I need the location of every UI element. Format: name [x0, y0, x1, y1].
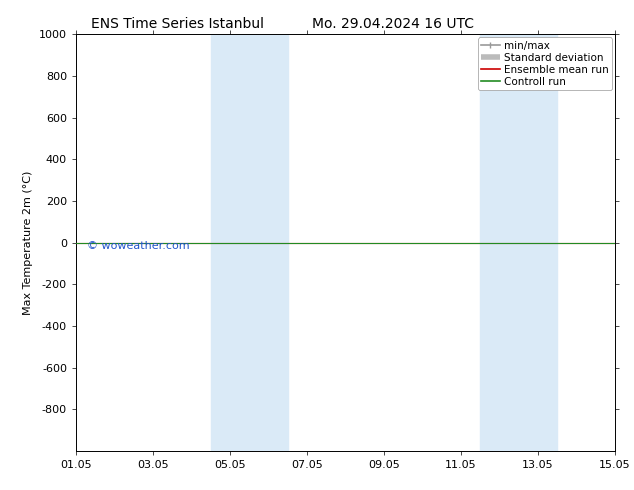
Text: Mo. 29.04.2024 16 UTC: Mo. 29.04.2024 16 UTC [312, 17, 474, 31]
Y-axis label: Max Temperature 2m (°C): Max Temperature 2m (°C) [23, 171, 34, 315]
Bar [210, 34, 288, 451]
Legend: min/max, Standard deviation, Ensemble mean run, Controll run: min/max, Standard deviation, Ensemble me… [478, 37, 612, 90]
Text: © woweather.com: © woweather.com [87, 241, 190, 251]
Text: ENS Time Series Istanbul: ENS Time Series Istanbul [91, 17, 264, 31]
Bar [480, 34, 557, 451]
